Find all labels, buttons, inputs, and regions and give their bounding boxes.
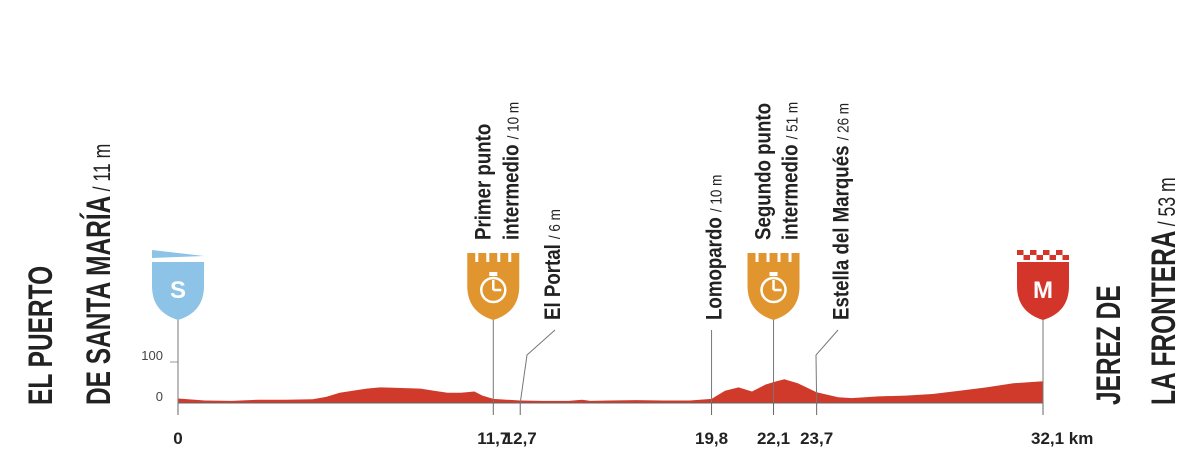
elevation-area — [178, 379, 1043, 403]
waypoint-name-text: LA FRONTERA — [1145, 231, 1183, 405]
waypoint-elevation: / 51 m — [785, 102, 802, 139]
waypoint-label: El Portal / 6 m — [542, 209, 566, 320]
battlement — [747, 253, 756, 262]
waypoint-name-text: intermedio — [779, 144, 803, 240]
x-tick-label: 19,8 — [695, 429, 728, 448]
waypoint-elevation: / 6 m — [547, 209, 564, 239]
waypoint-name: Lomopardo / 10 m — [703, 175, 727, 320]
leader-line — [815, 329, 839, 404]
checker — [1056, 250, 1063, 255]
waypoint-label: intermedio / 10 m — [500, 102, 524, 240]
waypoint-label: Primer punto — [472, 124, 496, 240]
battlement — [489, 253, 498, 262]
marker-letter: S — [170, 277, 186, 304]
waypoint-elevation: / 26 m — [836, 103, 853, 140]
y-tick-label: 100 — [141, 348, 163, 363]
waypoint-name: Primer punto — [472, 124, 496, 240]
checker — [1043, 250, 1050, 255]
waypoint-label: JEREZ DE — [1090, 285, 1128, 405]
waypoint-name: JEREZ DE — [1090, 285, 1128, 405]
checker — [1049, 255, 1056, 260]
x-tick-label: 32,1 km — [1031, 429, 1093, 448]
y-tick-label: 0 — [156, 389, 163, 404]
battlement — [467, 253, 476, 262]
stopwatch — [760, 276, 787, 304]
waypoint-label: Lomopardo / 10 m — [703, 175, 727, 320]
stopwatch — [480, 276, 507, 304]
checker — [1023, 255, 1030, 260]
checker — [1036, 255, 1043, 260]
waypoint-name-text: Lomopardo — [703, 217, 727, 320]
waypoint-label: EL PUERTO — [22, 266, 60, 405]
waypoint-name: LA FRONTERA / 53 m — [1145, 177, 1183, 405]
waypoint-label: Segundo punto — [752, 103, 776, 240]
x-tick-label: 22,1 — [757, 429, 790, 448]
checker — [1030, 250, 1037, 255]
battlement — [758, 253, 767, 262]
waypoint-elevation: / 10 m — [709, 175, 726, 212]
x-tick-label: 11,7 — [477, 429, 509, 448]
stopwatch-crown — [769, 272, 778, 276]
waypoint-name: Segundo punto — [752, 103, 776, 240]
stopwatch-hand — [492, 280, 502, 292]
marker-shield — [1017, 262, 1069, 320]
x-tick-label: 12,7 — [504, 429, 537, 448]
waypoint-name-text: EL PUERTO — [22, 266, 60, 405]
waypoint-name-text: intermedio — [500, 144, 524, 240]
waypoint-elevation: / 53 m — [1153, 177, 1181, 226]
battlement — [500, 253, 509, 262]
waypoint-label: DE SANTA MARÍA / 11 m — [79, 144, 118, 405]
waypoint-name-text: Estella del Marqués — [830, 145, 854, 320]
waypoint-name: intermedio / 51 m — [779, 102, 803, 240]
waypoint-elevation: / 11 m — [88, 144, 116, 192]
waypoint-label: LA FRONTERA / 53 m — [1145, 177, 1183, 405]
stopwatch-crown — [489, 272, 498, 276]
waypoint-elevation: / 10 m — [505, 102, 522, 139]
waypoint-name-text: Primer punto — [472, 124, 496, 240]
x-tick-label: 0 — [173, 429, 182, 448]
waypoint-name: Estella del Marqués / 26 m — [830, 103, 854, 320]
waypoint-name: El Portal / 6 m — [542, 209, 566, 320]
checker — [1017, 250, 1024, 255]
waypoint-label: intermedio / 51 m — [779, 102, 803, 240]
battlement — [511, 253, 520, 262]
waypoint-name: DE SANTA MARÍA / 11 m — [79, 144, 118, 405]
checker — [1062, 255, 1069, 260]
battlement — [791, 253, 800, 262]
waypoint-name-text: Segundo punto — [752, 103, 776, 240]
marker-letter: M — [1033, 277, 1053, 304]
waypoint-name-text: JEREZ DE — [1090, 285, 1128, 405]
start-flag — [152, 250, 204, 258]
x-tick-label: 23,7 — [800, 429, 833, 448]
waypoint-name: intermedio / 10 m — [500, 102, 524, 240]
stopwatch-hand — [772, 280, 782, 292]
marker-shield — [152, 262, 204, 320]
waypoint-label: Estella del Marqués / 26 m — [830, 103, 854, 320]
battlement — [769, 253, 778, 262]
waypoint-name-text: DE SANTA MARÍA — [79, 196, 118, 405]
waypoint-name: EL PUERTO — [22, 266, 60, 405]
battlement — [478, 253, 487, 262]
leader-line — [519, 329, 556, 404]
waypoint-name-text: El Portal — [542, 244, 566, 320]
battlement — [780, 253, 789, 262]
